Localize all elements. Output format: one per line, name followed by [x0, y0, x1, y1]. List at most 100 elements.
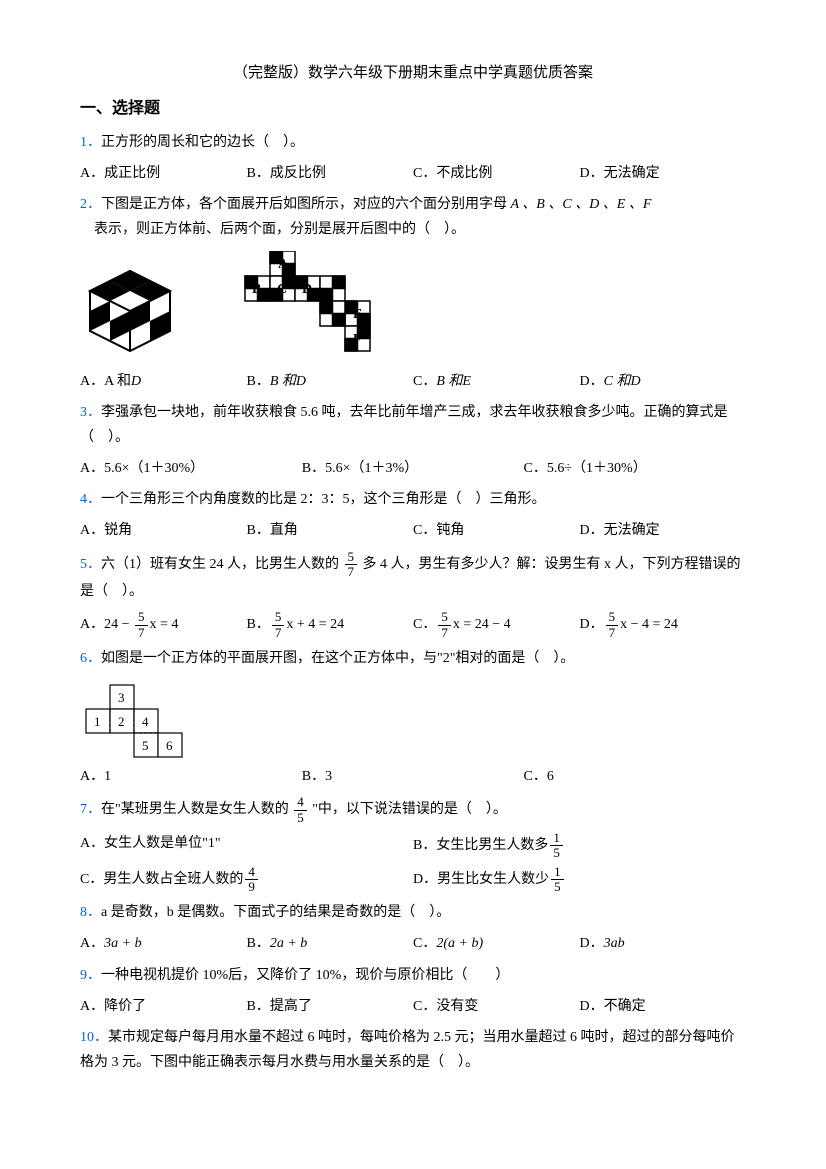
q5-b-mid: x + 4 = 24 — [286, 617, 344, 632]
q1-b-text: 成反比例 — [270, 166, 326, 181]
q2-b-pre: B 和 — [270, 374, 296, 389]
q2-opt-c: C．B 和E — [413, 369, 580, 394]
q7-opt-a: A．女生人数是单位"1" — [80, 831, 413, 861]
q1-opt-a: A．成正比例 — [80, 161, 247, 186]
question-10: 10．某市规定每户每月用水量不超过 6 吨时，每吨价格为 2.5 元；当用水量超… — [80, 1025, 746, 1075]
q7-frac: 45 — [294, 795, 307, 825]
q7-b-den: 5 — [550, 846, 563, 860]
q7-a-text: 女生人数是单位"1" — [104, 836, 220, 851]
question-4: 4．一个三角形三个内角度数的比是 2：3：5，这个三角形是（ ）三角形。 — [80, 487, 746, 512]
q6-net-icon: 3 1 2 4 5 6 — [80, 683, 210, 758]
svg-text:3: 3 — [118, 690, 125, 705]
q7-frac-num: 4 — [294, 795, 307, 810]
q3-c-text: 5.6÷（1＋30%） — [547, 461, 647, 476]
q5-a-mid: x = 4 — [150, 617, 179, 632]
q1-a-text: 成正比例 — [104, 166, 160, 181]
q2-letters: A 、B 、C 、D 、E 、F — [511, 197, 652, 212]
q10-num: 10． — [80, 1030, 108, 1045]
q3-opt-b: B．5.6×（1＋3%） — [302, 456, 524, 481]
q2-d-suf: D — [630, 374, 640, 389]
q4-opt-a: A．锐角 — [80, 518, 247, 543]
q4-num: 4． — [80, 492, 101, 507]
q8-c-text: 2(a + b) — [436, 936, 483, 951]
q2-options: A．A 和D B．B 和D C．B 和E D．C 和D — [80, 369, 746, 394]
q5-a-num: 5 — [135, 610, 148, 625]
q3-b-text: 5.6×（1＋3%） — [325, 461, 418, 476]
page-title: （完整版）数学六年级下册期末重点中学真题优质答案 — [80, 60, 746, 87]
q9-opt-d: D．不确定 — [580, 994, 747, 1019]
q7-frac-den: 5 — [294, 811, 307, 825]
q5-c-den: 7 — [438, 626, 451, 640]
q1-c-text: 不成比例 — [436, 166, 492, 181]
q5-opt-d: D．57x − 4 = 24 — [580, 610, 747, 640]
q9-c-text: 没有变 — [436, 999, 478, 1014]
q2-opt-a: A．A 和D — [80, 369, 247, 394]
q4-opt-c: C．钝角 — [413, 518, 580, 543]
svg-text:4: 4 — [142, 714, 149, 729]
q8-num: 8． — [80, 905, 101, 920]
q6-b-text: 3 — [325, 769, 332, 784]
q8-opt-c: C．2(a + b) — [413, 931, 580, 956]
q7-d-den: 5 — [551, 880, 564, 894]
q3-num: 3． — [80, 405, 101, 420]
q4-c-text: 钝角 — [436, 523, 464, 538]
q9-opt-c: C．没有变 — [413, 994, 580, 1019]
q7-opt-d: D．男生比女生人数少15 — [413, 865, 746, 895]
q5-opt-a: A．24 − 57x = 4 — [80, 610, 247, 640]
q3-opt-a: A．5.6×（1＋30%） — [80, 456, 302, 481]
q2-c-suf: E — [462, 374, 471, 389]
q8-b-text: 2a + b — [270, 936, 307, 951]
q6-text: 如图是一个正方体的平面展开图，在这个正方体中，与"2"相对的面是（ ）。 — [101, 651, 574, 666]
q2-num: 2． — [80, 197, 101, 212]
q10-text: 某市规定每户每月用水量不超过 6 吨时，每吨价格为 2.5 元；当用水量超过 6… — [80, 1030, 735, 1070]
q9-options: A．降价了 B．提高了 C．没有变 D．不确定 — [80, 994, 746, 1019]
q2-b-suf: D — [296, 374, 306, 389]
section-header: 一、选择题 — [80, 95, 746, 124]
q7-b-num: 1 — [550, 831, 563, 846]
q5-d-num: 5 — [606, 610, 619, 625]
q4-options: A．锐角 B．直角 C．钝角 D．无法确定 — [80, 518, 746, 543]
q5-frac-num: 5 — [345, 550, 358, 565]
q6-a-text: 1 — [104, 769, 111, 784]
q7-c-pre: 男生人数占全班人数的 — [103, 872, 243, 887]
q6-opt-b: B．3 — [302, 764, 524, 789]
q2-opt-d: D．C 和D — [580, 369, 747, 394]
q7-b-pre: 女生比男生人数多 — [436, 838, 548, 853]
q1-opt-d: D．无法确定 — [580, 161, 747, 186]
q2-figure: A B C D E F — [80, 251, 746, 361]
q5-options: A．24 − 57x = 4 B．57x + 4 = 24 C．57x = 24… — [80, 610, 746, 640]
q1-text: 正方形的周长和它的边长（ ）。 — [101, 135, 304, 150]
q2-a-suf: D — [131, 374, 141, 389]
q7-opt-b: B．女生比男生人数多15 — [413, 831, 746, 861]
svg-text:2: 2 — [118, 714, 125, 729]
q4-b-text: 直角 — [270, 523, 298, 538]
question-6: 6．如图是一个正方体的平面展开图，在这个正方体中，与"2"相对的面是（ ）。 — [80, 646, 746, 671]
q2-a-pre: A 和 — [104, 374, 131, 389]
q9-d-text: 不确定 — [604, 999, 646, 1014]
question-7: 7．在"某班男生人数是女生人数的 45 "中，以下说法错误的是（ ）。 — [80, 795, 746, 825]
q4-a-text: 锐角 — [104, 523, 132, 538]
q5-b-den: 7 — [272, 626, 285, 640]
svg-text:6: 6 — [166, 738, 173, 753]
q5-opt-c: C．57x = 24 − 4 — [413, 610, 580, 640]
q9-a-text: 降价了 — [104, 999, 146, 1014]
q5-d-den: 7 — [606, 626, 619, 640]
q1-opt-b: B．成反比例 — [247, 161, 414, 186]
q7-c-den: 9 — [245, 880, 258, 894]
q6-options: A．1 B．3 C．6 — [80, 764, 746, 789]
q5-opt-b: B．57x + 4 = 24 — [247, 610, 414, 640]
q2-opt-b: B．B 和D — [247, 369, 414, 394]
q4-text: 一个三角形三个内角度数的比是 2：3：5，这个三角形是（ ）三角形。 — [101, 492, 546, 507]
q3-opt-c: C．5.6÷（1＋30%） — [524, 456, 746, 481]
question-1: 1．正方形的周长和它的边长（ ）。 — [80, 130, 746, 155]
svg-text:5: 5 — [142, 738, 149, 753]
q8-options: A．3a + b B．2a + b C．2(a + b) D．3ab — [80, 931, 746, 956]
q6-opt-c: C．6 — [524, 764, 746, 789]
cube-net-icon: A B C D E F — [220, 251, 420, 361]
q8-d-text: 3ab — [604, 936, 625, 951]
q5-num: 5． — [80, 557, 101, 572]
q4-opt-b: B．直角 — [247, 518, 414, 543]
q5-a-pre: 24 − — [104, 617, 133, 632]
question-3: 3．李强承包一块地，前年收获粮食 5.6 吨，去年比前年增产三成，求去年收获粮食… — [80, 400, 746, 450]
q1-options: A．成正比例 B．成反比例 C．不成比例 D．无法确定 — [80, 161, 746, 186]
